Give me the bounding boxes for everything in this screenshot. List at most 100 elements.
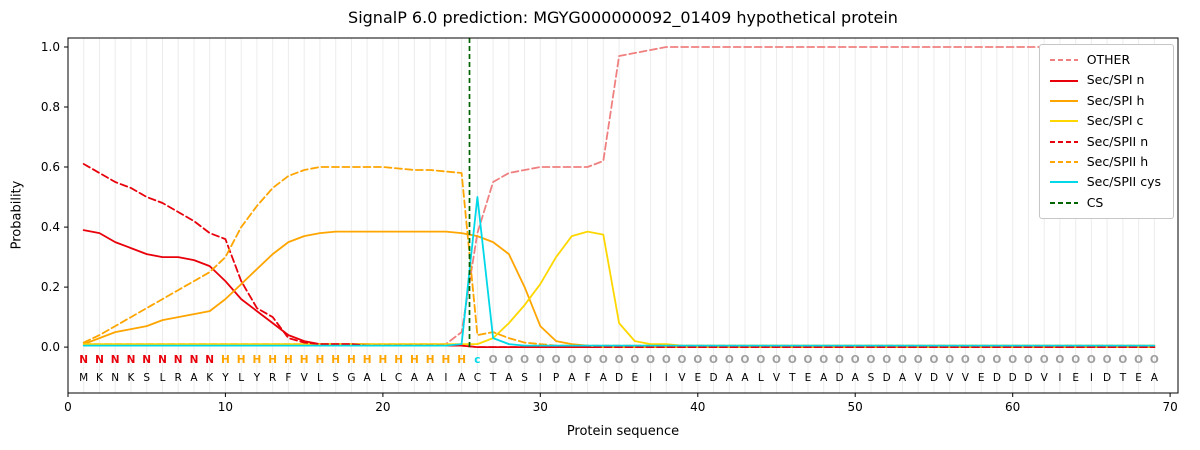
region-label-letter: H <box>331 354 340 366</box>
sequence-letter: A <box>899 372 907 384</box>
sequence-letter: V <box>1041 372 1049 384</box>
region-label-letter: N <box>174 354 183 366</box>
legend-item-sec-spii-h: Sec/SPII h <box>1049 154 1161 169</box>
sequence-letter: L <box>758 372 764 384</box>
legend-label: Sec/SPI c <box>1086 113 1144 129</box>
x-tick-label: 40 <box>690 400 705 414</box>
sequence-letter: N <box>111 372 119 384</box>
y-tick-label: 0.8 <box>41 100 60 114</box>
region-label-letter: O <box>615 354 624 366</box>
region-label-letter: O <box>945 354 954 366</box>
region-label-letter: H <box>237 354 246 366</box>
sequence-letter: D <box>835 372 843 384</box>
sequence-letter: R <box>269 372 276 384</box>
region-label-letter: O <box>1040 354 1049 366</box>
region-label-letter: O <box>599 354 608 366</box>
legend-line-sample <box>1049 79 1078 82</box>
region-label-letter: H <box>426 354 435 366</box>
region-label-letter: N <box>205 354 214 366</box>
sequence-letter: A <box>505 372 513 384</box>
sequence-letter: I <box>539 372 542 384</box>
region-label-letter: O <box>867 354 876 366</box>
sequence-letter: D <box>615 372 623 384</box>
legend-item-sec-spi-c: Sec/SPI c <box>1049 113 1161 129</box>
sequence-letter: E <box>978 372 985 384</box>
sequence-letter: A <box>427 372 435 384</box>
region-label-letter: O <box>788 354 797 366</box>
x-tick-label: 50 <box>848 400 863 414</box>
sequence-letter: R <box>175 372 182 384</box>
region-label-letter: H <box>221 354 230 366</box>
sequence-letter: D <box>993 372 1001 384</box>
legend-label: OTHER <box>1086 52 1131 67</box>
region-label-letter: O <box>1087 354 1096 366</box>
sequence-letter: I <box>1058 372 1061 384</box>
sequence-letter: I <box>444 372 447 384</box>
legend-line-sample <box>1049 99 1078 102</box>
legend-label: CS <box>1086 194 1104 210</box>
sequence-letter: D <box>1009 372 1017 384</box>
sequence-letter: S <box>521 372 528 384</box>
legend-line-sample <box>1049 181 1078 184</box>
sequence-letter: T <box>489 372 497 384</box>
sequence-letter: D <box>1103 372 1111 384</box>
sequence-letter: T <box>1119 372 1127 384</box>
region-label-letter: O <box>961 354 970 366</box>
legend-line-sample <box>1049 59 1078 62</box>
sequence-letter: V <box>962 372 970 384</box>
region-label-letter: O <box>898 354 907 366</box>
sequence-letter: A <box>458 372 466 384</box>
sequence-letter: D <box>1024 372 1032 384</box>
legend-line-sample <box>1049 140 1078 143</box>
legend-label: Sec/SPI n <box>1086 72 1145 88</box>
region-label-letter: O <box>1134 354 1143 366</box>
sequence-letter: A <box>852 372 860 384</box>
x-tick-label: 20 <box>375 400 390 414</box>
sequence-letter: C <box>474 372 481 384</box>
region-label-letter: O <box>882 354 891 366</box>
sequence-letter: A <box>364 372 372 384</box>
sequence-letter: T <box>788 372 796 384</box>
region-label-letter: O <box>930 354 939 366</box>
chart-title: SignalP 6.0 prediction: MGYG000000092_01… <box>348 8 898 27</box>
legend-item-sec-spi-h: Sec/SPI h <box>1049 92 1161 108</box>
region-label-letter: O <box>678 354 687 366</box>
legend-line-sample <box>1049 201 1078 204</box>
region-label-letter: O <box>756 354 765 366</box>
legend-line-sample <box>1049 161 1078 164</box>
sequence-letter: Y <box>221 372 229 384</box>
legend-item-sec-spii-n: Sec/SPII n <box>1049 134 1161 149</box>
sequence-letter: C <box>395 372 402 384</box>
region-label-letter: O <box>992 354 1001 366</box>
x-tick-label: 60 <box>1005 400 1020 414</box>
region-label-letter: c <box>474 354 480 366</box>
region-label-letter: O <box>835 354 844 366</box>
y-tick-label: 0.2 <box>41 280 60 294</box>
sequence-letter: S <box>332 372 339 384</box>
sequence-letter: S <box>868 372 875 384</box>
region-label-letter: O <box>1118 354 1127 366</box>
region-label-letter: O <box>1055 354 1064 366</box>
x-tick-label: 70 <box>1162 400 1177 414</box>
x-tick-label: 10 <box>218 400 233 414</box>
sequence-letter: K <box>128 372 136 384</box>
region-label-letter: H <box>457 354 466 366</box>
region-label-letter: H <box>268 354 277 366</box>
sequence-letter: D <box>930 372 938 384</box>
sequence-letter: L <box>380 372 386 384</box>
region-label-letter: O <box>1008 354 1017 366</box>
sequence-letter: V <box>915 372 923 384</box>
x-axis-label: Protein sequence <box>566 424 680 439</box>
sequence-letter: I <box>649 372 652 384</box>
region-label-letter: O <box>536 354 545 366</box>
legend-label: Sec/SPI h <box>1086 92 1145 108</box>
y-tick-label: 0.0 <box>41 340 60 354</box>
region-label-letter: O <box>772 354 781 366</box>
region-label-letter: H <box>394 354 403 366</box>
sequence-letter: D <box>709 372 717 384</box>
plot-border <box>67 37 1179 394</box>
region-label-letter: O <box>693 354 702 366</box>
region-label-letter: H <box>347 354 356 366</box>
sequence-letter: A <box>600 372 608 384</box>
region-label-letter: H <box>379 354 388 366</box>
